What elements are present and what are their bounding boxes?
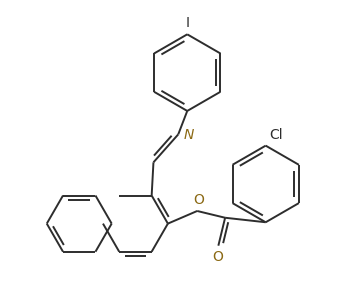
Text: N: N — [184, 128, 195, 142]
Text: Cl: Cl — [269, 128, 283, 142]
Text: I: I — [185, 16, 189, 30]
Text: O: O — [193, 193, 204, 207]
Text: O: O — [212, 250, 223, 264]
